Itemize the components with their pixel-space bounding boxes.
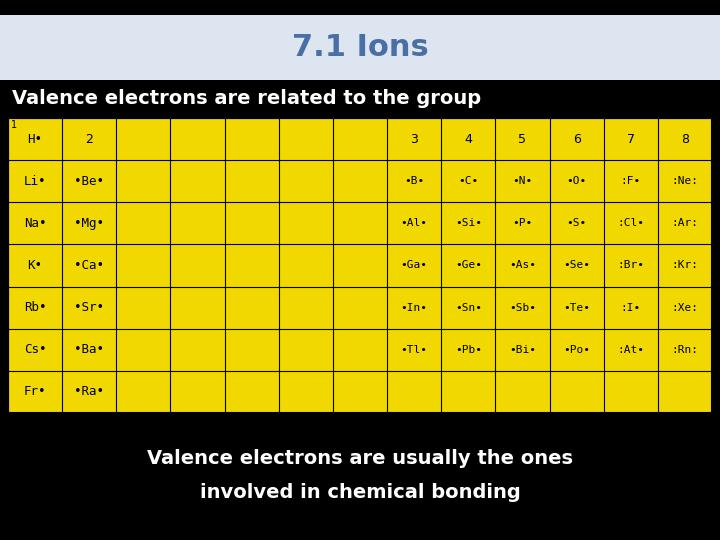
Text: •P•: •P• [513, 218, 533, 228]
Text: •Al•: •Al• [400, 218, 428, 228]
Text: 7: 7 [627, 133, 635, 146]
Text: Rb•: Rb• [24, 301, 46, 314]
Text: :Ar:: :Ar: [672, 218, 698, 228]
Text: •Sb•: •Sb• [509, 302, 536, 313]
Text: •Ba•: •Ba• [74, 343, 104, 356]
Text: •Be•: •Be• [74, 175, 104, 188]
Text: •Ra•: •Ra• [74, 386, 104, 399]
Text: 3: 3 [410, 133, 418, 146]
Text: •B•: •B• [404, 176, 424, 186]
Text: 2: 2 [85, 133, 93, 146]
Text: •S•: •S• [567, 218, 587, 228]
Text: •Si•: •Si• [455, 218, 482, 228]
Text: •O•: •O• [567, 176, 587, 186]
Text: 8: 8 [681, 133, 689, 146]
Text: H•: H• [27, 133, 42, 146]
Text: •As•: •As• [509, 260, 536, 271]
Bar [8, 118, 712, 413]
Text: •C•: •C• [458, 176, 478, 186]
Bar [0, 15, 720, 80]
Text: 6: 6 [572, 133, 580, 146]
Text: 4: 4 [464, 133, 472, 146]
Text: Li•: Li• [24, 175, 46, 188]
Text: :At•: :At• [617, 345, 644, 355]
Text: •Mg•: •Mg• [74, 217, 104, 230]
Text: 1: 1 [11, 120, 17, 130]
Text: 5: 5 [518, 133, 526, 146]
Text: Fr•: Fr• [24, 386, 46, 399]
Text: :I•: :I• [621, 302, 641, 313]
Text: :Kr:: :Kr: [672, 260, 698, 271]
Text: Valence electrons are usually the ones: Valence electrons are usually the ones [147, 449, 573, 468]
Text: •Tl•: •Tl• [400, 345, 428, 355]
Text: •Bi•: •Bi• [509, 345, 536, 355]
Text: •Se•: •Se• [563, 260, 590, 271]
Text: K•: K• [27, 259, 42, 272]
Text: •Pb•: •Pb• [455, 345, 482, 355]
Text: •Te•: •Te• [563, 302, 590, 313]
Text: :Ne:: :Ne: [672, 176, 698, 186]
Text: :Rn:: :Rn: [672, 345, 698, 355]
Text: :F•: :F• [621, 176, 641, 186]
Text: •In•: •In• [400, 302, 428, 313]
Text: involved in chemical bonding: involved in chemical bonding [199, 483, 521, 502]
Text: :Xe:: :Xe: [672, 302, 698, 313]
Text: •Ge•: •Ge• [455, 260, 482, 271]
Text: Valence electrons are related to the group: Valence electrons are related to the gro… [12, 90, 481, 109]
Text: 7.1 Ions: 7.1 Ions [292, 33, 428, 62]
Text: •N•: •N• [513, 176, 533, 186]
Text: :Cl•: :Cl• [617, 218, 644, 228]
Text: Cs•: Cs• [24, 343, 46, 356]
Text: •Po•: •Po• [563, 345, 590, 355]
Text: :Br•: :Br• [617, 260, 644, 271]
Text: •Sn•: •Sn• [455, 302, 482, 313]
Text: •Ca•: •Ca• [74, 259, 104, 272]
Text: •Sr•: •Sr• [74, 301, 104, 314]
Text: Na•: Na• [24, 217, 46, 230]
Text: •Ga•: •Ga• [400, 260, 428, 271]
